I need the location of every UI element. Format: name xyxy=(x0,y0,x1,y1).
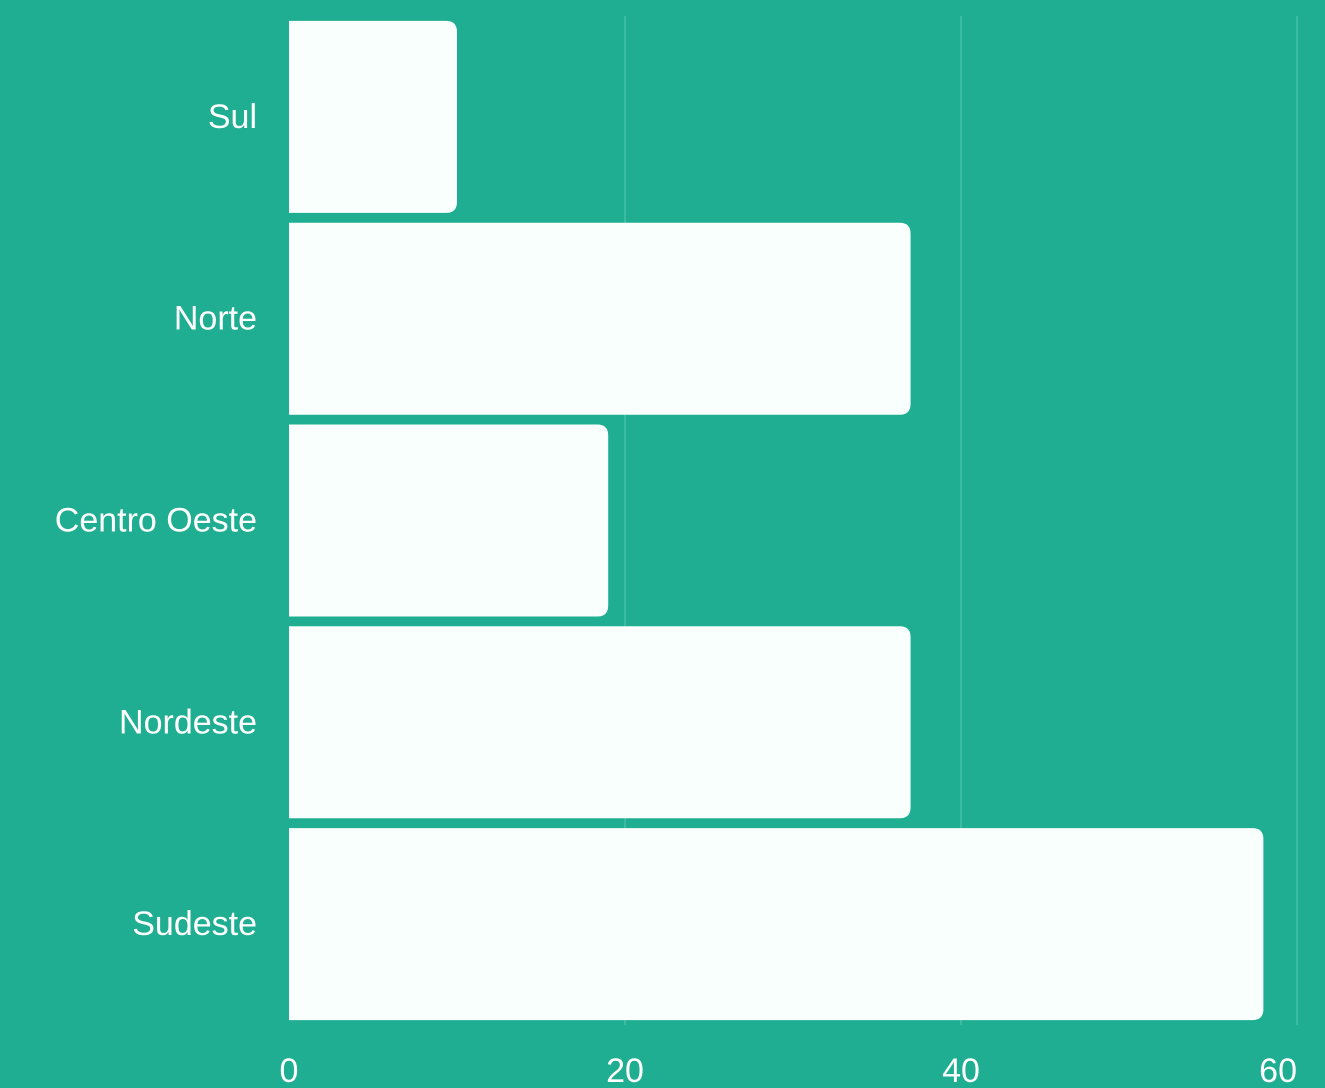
category-labels: Sul Norte Centro Oeste Nordeste Sudeste xyxy=(55,98,257,943)
bar-centro-oeste xyxy=(289,424,609,617)
bar-sudeste xyxy=(289,828,1264,1021)
x-tick-label-40: 40 xyxy=(942,1052,980,1088)
x-tick-label-60: 60 xyxy=(1259,1052,1297,1088)
bar-nordeste xyxy=(289,626,911,819)
category-label-centro-oeste: Centro Oeste xyxy=(55,502,257,540)
category-label-sudeste: Sudeste xyxy=(132,905,257,943)
x-tick-labels: 0 20 40 60 xyxy=(280,1052,1297,1088)
x-tick-label-0: 0 xyxy=(280,1052,299,1088)
category-label-nordeste: Nordeste xyxy=(119,703,257,741)
category-label-sul: Sul xyxy=(208,98,257,136)
bar-sul xyxy=(289,20,457,213)
x-tick-label-20: 20 xyxy=(606,1052,644,1088)
bar-layer xyxy=(289,20,1264,1021)
bar-norte xyxy=(289,222,911,415)
category-label-norte: Norte xyxy=(174,300,257,338)
